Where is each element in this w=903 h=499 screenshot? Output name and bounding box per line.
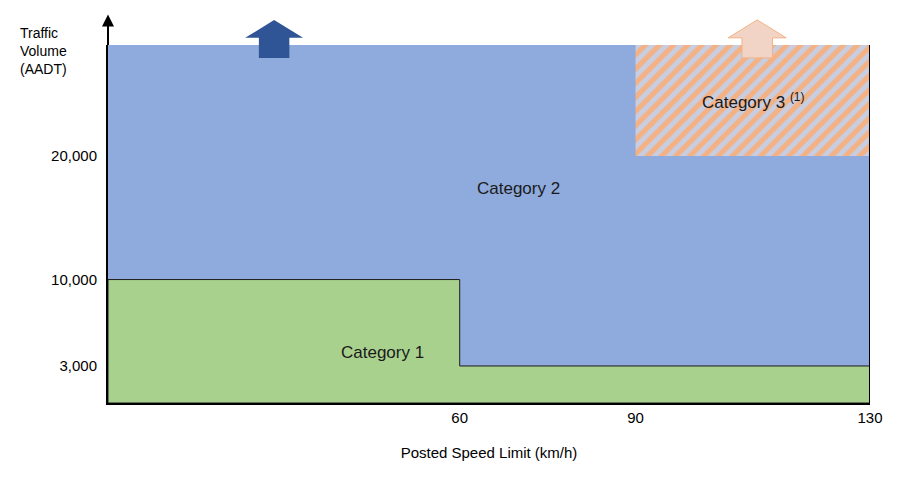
svg-text:TrafficVolume(AADT): TrafficVolume(AADT) — [20, 25, 67, 77]
svg-text:3,000: 3,000 — [59, 357, 97, 374]
svg-text:60: 60 — [451, 409, 468, 426]
svg-text:Category 3 ​(1)​: Category 3 ​(1)​ — [702, 90, 804, 112]
svg-text:10,000: 10,000 — [51, 271, 97, 288]
svg-text:90: 90 — [627, 409, 644, 426]
svg-text:Category 1: Category 1 — [341, 343, 424, 362]
svg-text:130: 130 — [857, 409, 882, 426]
svg-text:Posted Speed Limit (km/h): Posted Speed Limit (km/h) — [401, 444, 578, 461]
svg-text:Category 2: Category 2 — [477, 179, 560, 198]
svg-text:20,000: 20,000 — [51, 147, 97, 164]
